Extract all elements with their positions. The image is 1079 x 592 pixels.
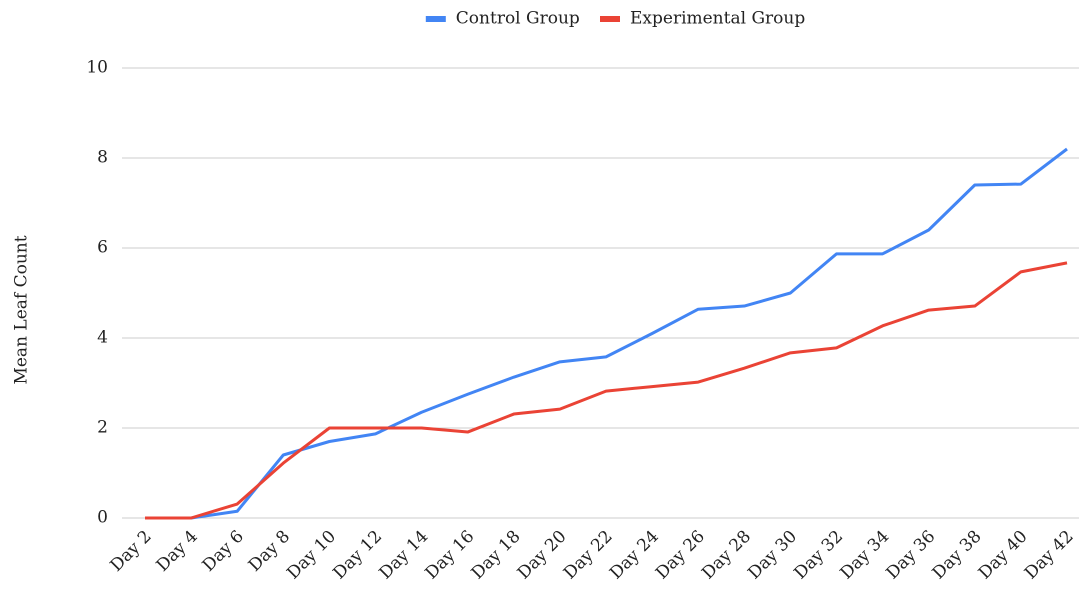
x-tick-label: Day 12	[329, 527, 386, 584]
legend-swatch	[600, 16, 620, 22]
x-tick-label: Day 10	[283, 527, 340, 584]
x-tick-label: Day 42	[1021, 527, 1078, 584]
x-tick-label: Day 20	[514, 527, 571, 584]
x-tick-label: Day 24	[606, 527, 663, 584]
y-axis-label: Mean Leaf Count	[12, 235, 32, 384]
x-tick-label: Day 40	[975, 527, 1032, 584]
y-tick-label: 6	[97, 238, 108, 258]
x-tick-label: Day 26	[652, 527, 709, 584]
series-line	[145, 261, 1068, 520]
legend-swatch	[425, 16, 446, 22]
y-tick-label: 2	[97, 418, 108, 438]
legend-label: Experimental Group	[630, 9, 805, 29]
y-tick-label: 0	[97, 508, 108, 528]
x-tick-label: Day 2	[107, 527, 156, 576]
x-tick-label: Day 32	[790, 527, 847, 584]
x-tick-label: Day 18	[468, 527, 525, 584]
y-tick-label: 8	[97, 148, 108, 168]
x-tick-label: Day 28	[698, 527, 755, 584]
x-tick-label: Day 16	[422, 527, 479, 584]
x-tick-label: Day 6	[199, 527, 248, 576]
x-tick-label: Day 14	[375, 527, 432, 584]
y-tick-label: 10	[86, 58, 108, 78]
x-tick-label: Day 36	[883, 527, 940, 584]
x-tick-label: Day 4	[153, 527, 202, 576]
legend-label: Control Group	[456, 9, 580, 29]
x-tick-label: Day 22	[560, 527, 617, 584]
x-tick-label: Day 38	[929, 527, 986, 584]
y-tick-label: 4	[97, 328, 108, 348]
x-tick-label: Day 34	[836, 527, 893, 584]
x-tick-label: Day 30	[744, 527, 801, 584]
